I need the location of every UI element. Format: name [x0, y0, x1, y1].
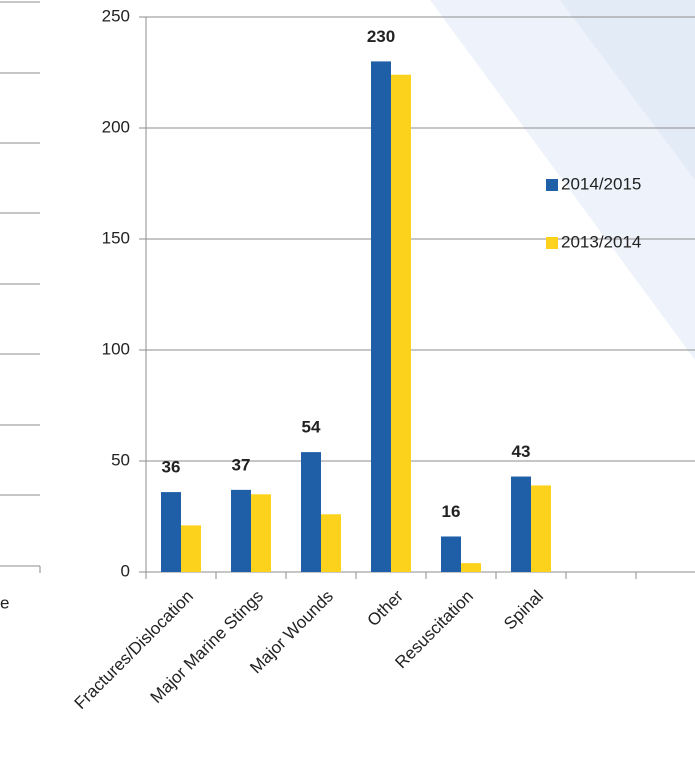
data-label: 16 — [442, 502, 461, 521]
x-tick-label: Spinal — [500, 587, 547, 634]
bar — [161, 492, 181, 572]
bar — [441, 536, 461, 572]
left-panel: e — [0, 1, 41, 612]
bar — [181, 525, 201, 572]
bar — [371, 61, 391, 573]
x-tick-label: Other — [363, 586, 407, 630]
bar — [391, 74, 411, 572]
data-label: 43 — [512, 442, 531, 461]
legend-label: 2013/2014 — [561, 232, 641, 251]
y-tick-label: 0 — [121, 561, 130, 580]
data-label: 36 — [162, 458, 181, 477]
bar — [301, 452, 321, 572]
y-tick-label: 200 — [102, 117, 130, 136]
y-tick-label: 150 — [102, 228, 130, 247]
bar — [251, 494, 271, 572]
bar — [461, 563, 481, 572]
y-tick-label: 100 — [102, 339, 130, 358]
bar — [231, 489, 251, 572]
data-label: 37 — [232, 455, 251, 474]
bar — [531, 485, 551, 572]
bar — [511, 476, 531, 572]
x-tick-label: Fractures/Dislocation — [71, 587, 197, 713]
background-shape — [560, 0, 695, 180]
data-label: 54 — [302, 418, 321, 437]
legend-swatch — [546, 237, 558, 249]
data-label: 230 — [367, 27, 395, 46]
y-tick-label: 50 — [111, 450, 130, 469]
legend-swatch — [546, 179, 558, 191]
bar — [321, 514, 341, 572]
y-tick-label: 250 — [102, 6, 130, 25]
legend-label: 2014/2015 — [561, 174, 641, 193]
left-fragment: e — [0, 593, 9, 612]
